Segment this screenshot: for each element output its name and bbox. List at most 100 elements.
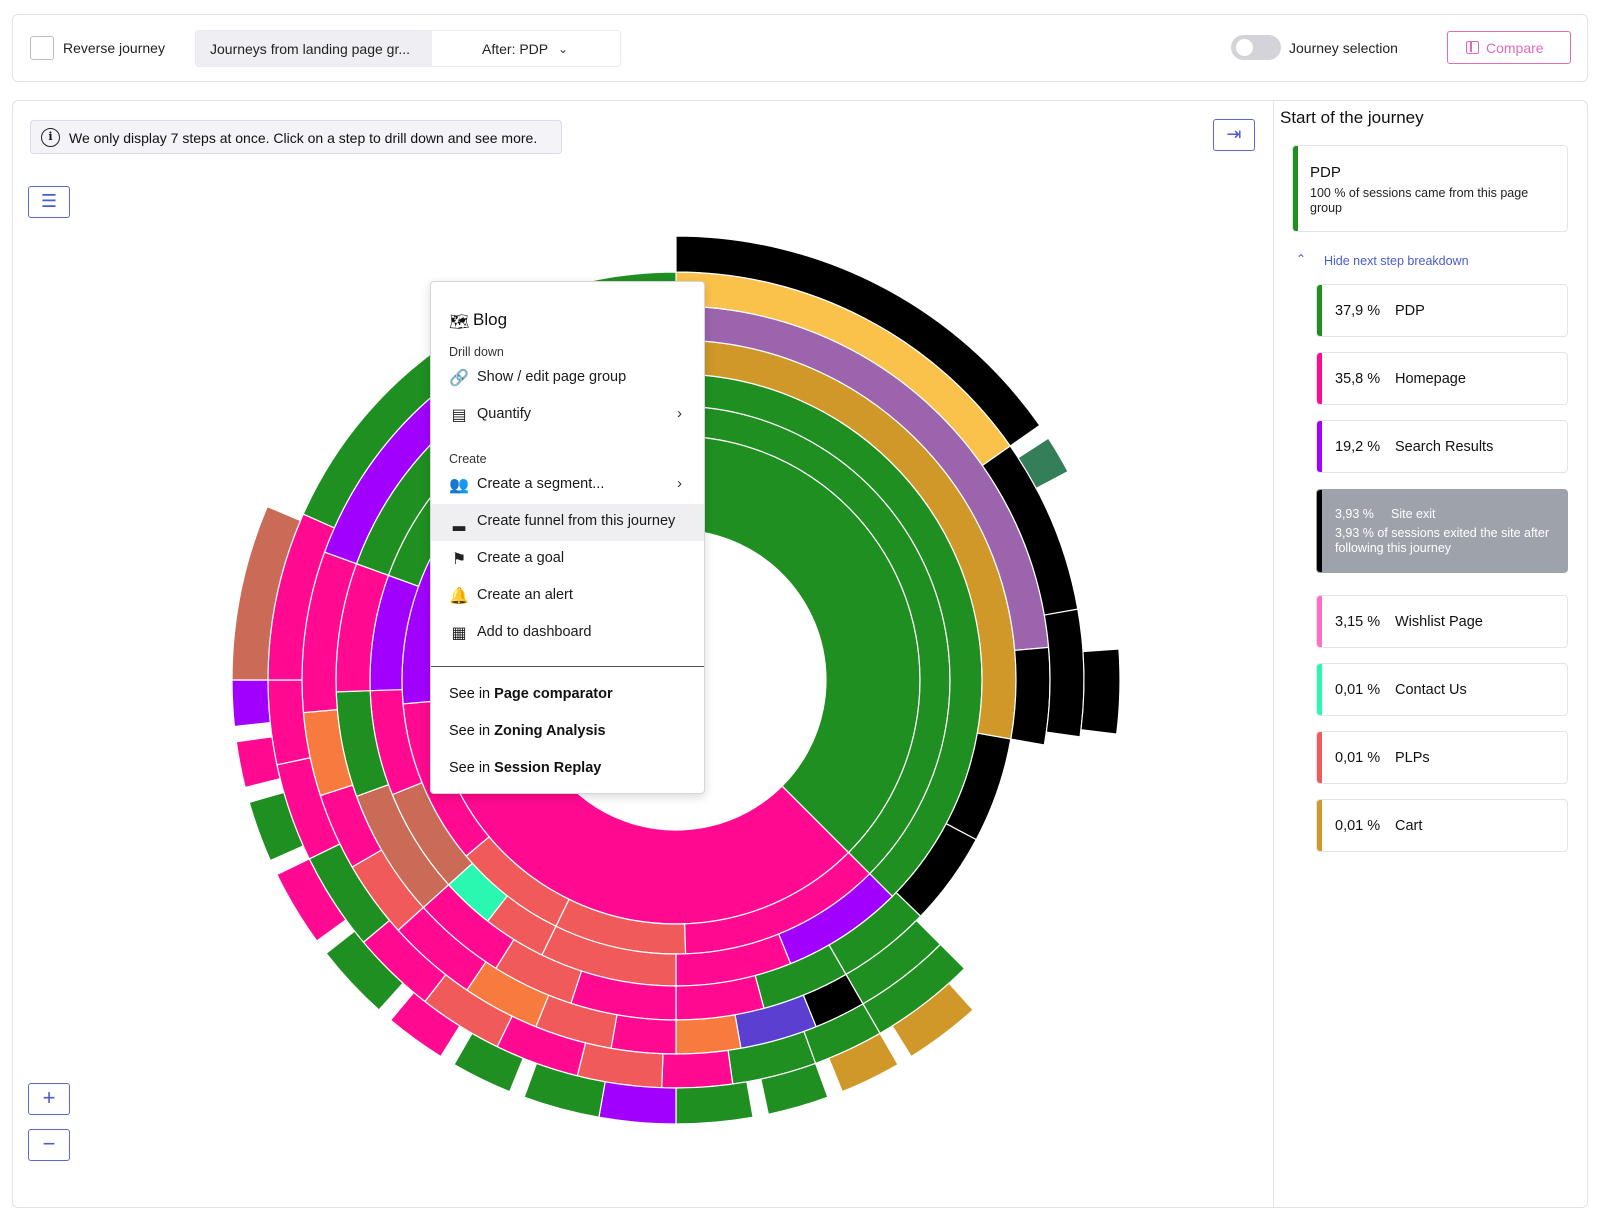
sunburst-segment[interactable] — [1010, 646, 1051, 746]
chevron-up-icon: ⌃ — [1296, 252, 1307, 266]
session-replay-label: Session Replay — [494, 760, 602, 776]
create-funnel-item[interactable]: ▂ Create funnel from this journey — [431, 504, 704, 541]
start-color-bar — [1293, 146, 1298, 231]
next-step-card[interactable]: 35,8 % Homepage — [1316, 352, 1568, 405]
chevron-right-icon: › — [677, 405, 682, 422]
sunburst-segment[interactable] — [325, 930, 404, 1011]
map-icon: 🗺 — [449, 314, 470, 331]
bell-icon: 🔔 — [449, 588, 469, 605]
journey-selector[interactable]: Journeys from landing page gr... After: … — [195, 30, 621, 67]
menu-title-text: Blog — [473, 310, 508, 329]
step-name: Homepage — [1395, 371, 1466, 387]
step-color-bar — [1317, 664, 1322, 715]
info-icon: i — [41, 128, 60, 147]
create-segment-item[interactable]: 👥 Create a segment... › — [431, 467, 704, 504]
step-color-bar — [1317, 800, 1322, 851]
next-step-card[interactable]: 37,9 % PDP — [1316, 284, 1568, 337]
step-name: Cart — [1395, 818, 1423, 834]
create-goal-item[interactable]: ⚑ Create a goal — [431, 541, 704, 578]
create-segment-label: Create a segment... — [477, 476, 605, 492]
sunburst-segment[interactable] — [610, 1014, 677, 1055]
report-icon: ▤ — [451, 407, 467, 424]
after-step-dropdown[interactable]: After: PDP ⌄ — [432, 31, 620, 66]
chevron-right-icon: › — [677, 475, 682, 492]
create-alert-label: Create an alert — [477, 587, 573, 603]
sunburst-segment[interactable] — [891, 982, 974, 1058]
see-zoning-analysis-item[interactable]: See in Zoning Analysis — [449, 723, 606, 739]
list-icon: ☰ — [40, 191, 58, 211]
ring7-blog-selected[interactable] — [231, 505, 302, 681]
dashboard-icon: ▦ — [451, 625, 467, 642]
step-percent: 0,01 % — [1335, 750, 1381, 766]
next-step-card[interactable]: 19,2 % Search Results — [1316, 420, 1568, 473]
list-view-button[interactable]: ☰ — [28, 186, 70, 218]
sunburst-segment[interactable] — [598, 1081, 677, 1125]
sunburst-segment[interactable] — [675, 1081, 754, 1125]
step-name: Contact Us — [1395, 682, 1467, 698]
next-step-card[interactable]: 0,01 % PLPs — [1316, 731, 1568, 784]
create-heading: Create — [449, 452, 487, 466]
next-step-card[interactable]: 0,01 % Contact Us — [1316, 663, 1568, 716]
sunburst-segment[interactable] — [1080, 648, 1121, 735]
start-step-name: PDP — [1310, 164, 1341, 181]
create-alert-item[interactable]: 🔔 Create an alert — [431, 578, 704, 615]
funnel-chart-icon: ▂ — [452, 514, 466, 531]
users-icon: 👥 — [449, 477, 469, 494]
sunburst-segment[interactable] — [523, 1062, 606, 1118]
sunburst-segment[interactable] — [828, 1032, 899, 1093]
hide-breakdown-label: Hide next step breakdown — [1324, 254, 1469, 268]
next-step-card[interactable]: 0,01 % Cart — [1316, 799, 1568, 852]
start-step-card[interactable]: PDP 100 % of sessions came from this pag… — [1292, 145, 1568, 232]
journey-sunburst[interactable] — [0, 0, 1260, 1219]
step-percent: 3,93 % — [1335, 507, 1374, 521]
flag-icon: ⚑ — [451, 551, 467, 568]
drill-down-heading: Drill down — [449, 345, 504, 359]
collapse-panel-button[interactable]: ⇥ — [1213, 119, 1255, 151]
sunburst-segment[interactable] — [675, 1014, 742, 1055]
add-to-dashboard-item[interactable]: ▦ Add to dashboard — [431, 615, 704, 652]
quantify-item[interactable]: ▤ Quantify › — [431, 397, 704, 434]
zoom-out-button[interactable]: − — [28, 1129, 70, 1161]
step-percent: 3,15 % — [1335, 614, 1381, 630]
step-color-bar — [1317, 353, 1322, 404]
step-name: PLPs — [1395, 750, 1430, 766]
step-context-menu: 🗺 Blog Drill down 🔗 Show / edit page gro… — [430, 281, 705, 794]
sunburst-segment[interactable] — [1043, 608, 1085, 738]
journey-source-dropdown[interactable]: Journeys from landing page gr... — [196, 31, 432, 66]
step-name: PDP — [1395, 303, 1425, 319]
step-percent: 19,2 % — [1335, 439, 1381, 455]
step-percent: 37,9 % — [1335, 303, 1381, 319]
reverse-journey-checkbox[interactable] — [30, 36, 54, 60]
sunburst-segment[interactable] — [248, 791, 305, 862]
quantify-label: Quantify — [477, 406, 531, 422]
see-session-replay-item[interactable]: See in Session Replay — [449, 760, 602, 776]
zoom-in-button[interactable]: + — [28, 1083, 70, 1115]
journey-selection-toggle[interactable] — [1231, 35, 1281, 60]
sunburst-segment[interactable] — [389, 991, 461, 1058]
plus-icon: + — [42, 1085, 56, 1110]
chevron-down-icon: ⌄ — [558, 42, 569, 56]
sunburst-segment[interactable] — [1017, 437, 1069, 490]
next-step-card[interactable]: 3,93 % Site exit 3,93 % of sessions exited… — [1316, 489, 1568, 573]
sunburst-segment[interactable] — [276, 858, 347, 942]
panel-divider — [1273, 101, 1274, 1207]
menu-title: 🗺 Blog — [449, 310, 508, 331]
hide-breakdown-link[interactable]: ⌃ Hide next step breakdown — [1296, 252, 1469, 268]
step-percent: 0,01 % — [1335, 818, 1381, 834]
sunburst-segment[interactable] — [661, 1049, 734, 1089]
see-page-comparator-item[interactable]: See in Page comparator — [449, 686, 613, 702]
sunburst-segment[interactable] — [675, 235, 1041, 447]
sunburst-segment[interactable] — [453, 1032, 524, 1093]
panel-title: Start of the journey — [1280, 108, 1424, 127]
step-percent: 35,8 % — [1335, 371, 1381, 387]
show-edit-page-group-item[interactable]: 🔗 Show / edit page group — [431, 360, 704, 397]
sunburst-segment[interactable] — [760, 1062, 829, 1116]
sunburst-segment[interactable] — [231, 679, 271, 728]
page-comparator-label: Page comparator — [494, 686, 613, 702]
notice-text: We only display 7 steps at once. Click o… — [69, 130, 538, 146]
sunburst-segment[interactable] — [235, 736, 281, 789]
create-goal-label: Create a goal — [477, 550, 565, 566]
compare-button[interactable]: Compare — [1447, 31, 1571, 64]
top-toolbar: Reverse journey Journeys from landing pa… — [12, 14, 1588, 82]
next-step-card[interactable]: 3,15 % Wishlist Page — [1316, 595, 1568, 648]
